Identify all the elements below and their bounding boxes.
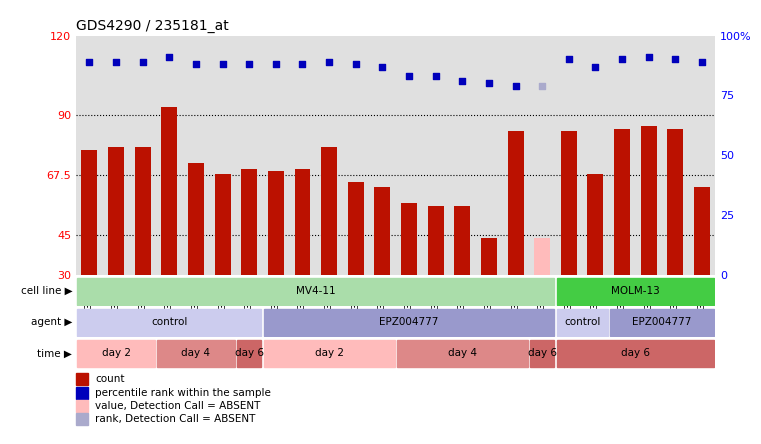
Bar (610, 309, 715, 336)
Text: day 6: day 6 (527, 349, 557, 358)
Bar (268, 171, 284, 275)
Bar (241, 169, 257, 275)
Text: agent ▶: agent ▶ (31, 317, 72, 327)
Text: GDS4290 / 235181_at: GDS4290 / 235181_at (76, 19, 229, 33)
Point (137, 58, 149, 65)
Bar (263, 340, 395, 367)
Point (509, 82, 521, 89)
Bar (161, 107, 177, 275)
Text: day 4: day 4 (181, 349, 211, 358)
Bar (556, 309, 608, 336)
Bar (77, 340, 155, 367)
Bar (77, 309, 262, 336)
Text: day 2: day 2 (314, 349, 344, 358)
Bar (641, 126, 657, 275)
Bar (321, 147, 337, 275)
Text: control: control (151, 317, 187, 327)
Bar (108, 147, 124, 275)
Bar (295, 169, 310, 275)
Text: day 2: day 2 (101, 349, 131, 358)
Bar (534, 238, 550, 275)
Point (482, 80, 495, 87)
Bar (508, 131, 524, 275)
Point (616, 56, 629, 63)
Text: EPZ004777: EPZ004777 (632, 317, 692, 327)
Bar (76, 373, 88, 385)
Bar (694, 187, 710, 275)
Bar (81, 150, 97, 275)
Point (642, 54, 654, 61)
Bar (237, 340, 262, 367)
Point (323, 58, 335, 65)
Point (349, 61, 362, 68)
Point (536, 82, 548, 89)
Bar (348, 182, 364, 275)
Bar (135, 147, 151, 275)
Bar (587, 174, 603, 275)
Bar (396, 340, 528, 367)
Bar (530, 340, 555, 367)
Text: control: control (564, 317, 600, 327)
Bar (428, 206, 444, 275)
Text: MV4-11: MV4-11 (296, 286, 336, 296)
Point (190, 61, 202, 68)
Bar (556, 340, 715, 367)
Point (376, 63, 388, 70)
Bar (76, 413, 88, 425)
Bar (481, 238, 497, 275)
Bar (263, 309, 555, 336)
Point (269, 61, 282, 68)
Bar (556, 278, 715, 305)
Text: day 6: day 6 (621, 349, 650, 358)
Point (429, 73, 441, 80)
Text: day 4: day 4 (447, 349, 477, 358)
Bar (76, 400, 88, 412)
Bar (76, 387, 88, 399)
Bar (401, 203, 417, 275)
Point (216, 61, 228, 68)
Point (110, 58, 122, 65)
Text: percentile rank within the sample: percentile rank within the sample (95, 388, 271, 398)
Bar (454, 206, 470, 275)
Bar (667, 129, 683, 275)
Text: MOLM-13: MOLM-13 (611, 286, 660, 296)
Bar (614, 129, 630, 275)
Point (696, 58, 708, 65)
Bar (561, 131, 577, 275)
Text: value, Detection Call = ABSENT: value, Detection Call = ABSENT (95, 401, 261, 411)
Point (84, 58, 96, 65)
Bar (157, 340, 235, 367)
Point (163, 54, 175, 61)
Text: day 6: day 6 (234, 349, 264, 358)
Point (670, 56, 682, 63)
Point (243, 61, 255, 68)
Point (589, 63, 601, 70)
Point (296, 61, 308, 68)
Point (562, 56, 575, 63)
Text: count: count (95, 374, 125, 384)
Bar (215, 174, 231, 275)
Text: cell line ▶: cell line ▶ (21, 286, 72, 296)
Point (403, 73, 416, 80)
Point (456, 78, 468, 85)
Bar (188, 163, 204, 275)
Bar (77, 278, 555, 305)
Bar (374, 187, 390, 275)
Text: EPZ004777: EPZ004777 (379, 317, 439, 327)
Text: rank, Detection Call = ABSENT: rank, Detection Call = ABSENT (95, 414, 256, 424)
Text: time ▶: time ▶ (37, 349, 72, 358)
